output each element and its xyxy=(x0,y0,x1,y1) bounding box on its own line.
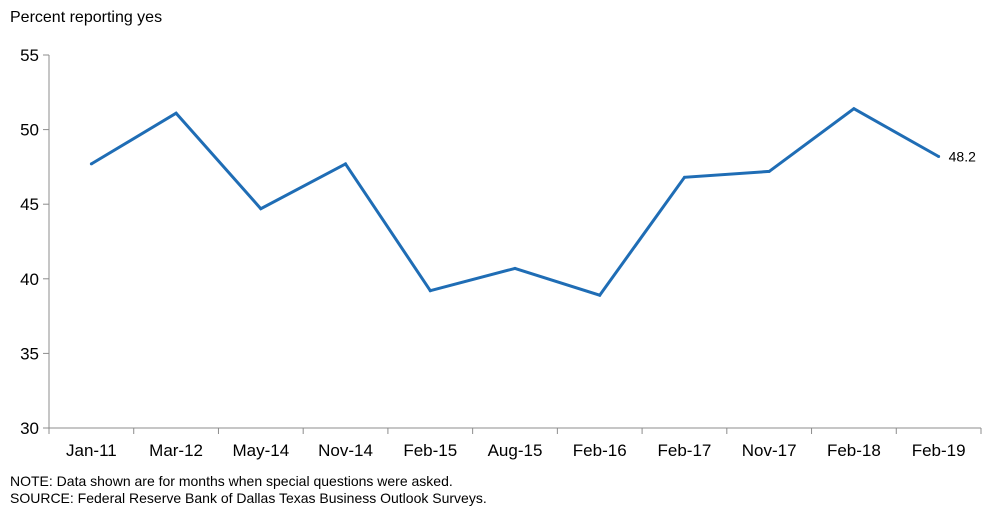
data-labels: 48.2 xyxy=(949,148,976,164)
data-point xyxy=(89,162,93,166)
x-tick-label: Nov-14 xyxy=(318,441,373,460)
y-axis-title: Percent reporting yes xyxy=(10,9,162,26)
y-tick-label: 40 xyxy=(20,270,39,289)
data-point xyxy=(259,207,263,211)
x-tick-label: Mar-12 xyxy=(149,441,203,460)
axes: 30 35 40 45 50 55 Jan-11 Mar-12 May-14 Nov-14 Feb-… xyxy=(20,46,982,460)
data-point xyxy=(513,266,517,270)
series-group xyxy=(89,106,941,297)
data-point xyxy=(598,293,602,297)
data-label: 48.2 xyxy=(949,148,976,164)
y-tick-label: 55 xyxy=(20,46,39,65)
x-tick-label: May-14 xyxy=(232,441,289,460)
data-point xyxy=(428,289,432,293)
x-tick-label: Feb-16 xyxy=(573,441,627,460)
y-tick-label: 30 xyxy=(20,419,39,438)
y-tick-label: 50 xyxy=(20,121,39,140)
source-text: SOURCE: Federal Reserve Bank of Dallas T… xyxy=(10,490,487,506)
data-point xyxy=(174,111,178,115)
x-tick-label: Feb-18 xyxy=(827,441,881,460)
x-tick-label: Feb-17 xyxy=(658,441,712,460)
x-tick-label: Feb-19 xyxy=(912,441,966,460)
data-point xyxy=(767,169,771,173)
data-point xyxy=(937,154,941,158)
data-point xyxy=(344,162,348,166)
data-point xyxy=(682,175,686,179)
note-text: NOTE: Data shown are for months when spe… xyxy=(10,473,453,489)
x-tick-label: Feb-15 xyxy=(403,441,457,460)
x-tick-label: Aug-15 xyxy=(488,441,543,460)
data-point xyxy=(852,107,856,111)
y-tick-label: 45 xyxy=(20,195,39,214)
y-tick-label: 35 xyxy=(20,344,39,363)
x-tick-label: Nov-17 xyxy=(742,441,797,460)
x-tick-label: Jan-11 xyxy=(66,441,117,460)
